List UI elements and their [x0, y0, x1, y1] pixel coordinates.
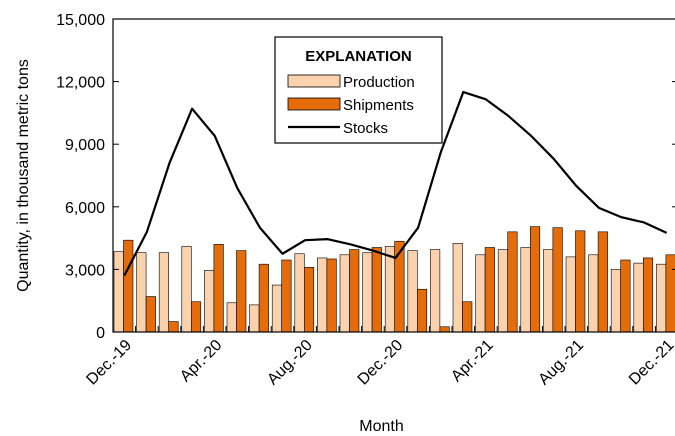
- bar-shipments: [213, 244, 224, 333]
- legend-label: Production: [343, 74, 415, 91]
- bar-shipments: [258, 263, 269, 333]
- bar-shipments: [507, 231, 518, 333]
- bar-shipments: [123, 239, 134, 333]
- x-tick-label: Dec.-19: [83, 337, 135, 389]
- y-tick-label: 15,000: [56, 12, 105, 29]
- bar-shipments: [416, 288, 428, 333]
- bar-production: [113, 251, 124, 333]
- bar-shipments: [281, 259, 292, 333]
- bar-production: [610, 269, 621, 333]
- bar-shipments: [190, 301, 202, 333]
- bar-shipments: [326, 258, 337, 333]
- bar-shipments: [597, 231, 608, 333]
- bar-production: [204, 270, 215, 333]
- bar-production: [249, 304, 260, 333]
- y-tick-label: 12,000: [56, 75, 105, 92]
- bar-shipments: [620, 259, 631, 333]
- bar-production: [407, 250, 418, 333]
- bar-production: [317, 257, 328, 333]
- bar-production: [271, 284, 282, 333]
- legend-swatch: [287, 97, 341, 111]
- x-axis: Dec.-19 Apr.-20 Aug.-20 Dec.-20 Apr.-21 Aug.-…: [83, 326, 675, 388]
- bar-production: [181, 246, 192, 333]
- bar-production: [565, 256, 576, 333]
- bar-production: [475, 254, 486, 333]
- x-tick-label: Dec.-20: [355, 337, 407, 389]
- bar-shipments: [145, 296, 156, 333]
- y-tick-label: 6,000: [65, 200, 105, 217]
- x-tick-label: Aug.-21: [535, 337, 587, 389]
- x-tick-label: Dec.-21: [626, 337, 675, 389]
- y-tick-label: 3,000: [65, 262, 105, 279]
- bar-shipments: [394, 240, 405, 333]
- bar-production: [226, 302, 237, 333]
- bar-shipments: [484, 247, 495, 333]
- bar-production: [588, 254, 599, 333]
- y-tick-label: 0: [96, 325, 105, 342]
- bar-production: [339, 254, 350, 333]
- bar-shipments: [665, 254, 675, 333]
- stocks-line-layer: [123, 90, 668, 277]
- bar-shipments: [642, 257, 654, 333]
- legend-label: Shipments: [343, 97, 414, 114]
- bar-production: [656, 263, 667, 333]
- bar-shipments: [529, 226, 541, 333]
- bar-shipments: [349, 249, 360, 333]
- bar-shipments: [439, 326, 450, 333]
- legend-entries: Production Shipments Stocks: [287, 74, 415, 137]
- x-tick-label: Aug.-20: [264, 337, 316, 389]
- x-axis-title: Month: [359, 418, 403, 435]
- bar-production: [543, 249, 554, 333]
- y-axis: 0 3,000 6,000 9,000 12,000 15,000: [56, 12, 675, 342]
- bar-shipments: [371, 247, 382, 333]
- bar-shipments: [462, 301, 473, 333]
- legend: EXPLANATION Production Shipments Stocks: [274, 36, 443, 144]
- bar-production: [294, 253, 305, 333]
- bar-production: [158, 252, 169, 333]
- bar-shipments: [236, 250, 247, 333]
- legend-box: [274, 36, 443, 144]
- bar-production: [633, 262, 644, 333]
- bar-production: [384, 246, 395, 333]
- x-tick-label: Apr.-21: [448, 337, 497, 386]
- y-tick-label: 9,000: [65, 137, 105, 154]
- line-stocks: [123, 90, 668, 277]
- bar-production: [430, 249, 441, 333]
- bar-production: [136, 252, 147, 333]
- bar-shipments: [168, 321, 179, 333]
- bar-production: [520, 247, 531, 333]
- bar-production: [362, 252, 373, 333]
- bar-production: [497, 249, 508, 333]
- legend-title: EXPLANATION: [305, 48, 411, 65]
- plot-frame: [112, 18, 675, 333]
- bar-shipments: [575, 230, 586, 333]
- y-axis-title: Quantity, in thousand metric tons: [15, 59, 32, 292]
- bar-shipments: [303, 267, 315, 333]
- bar-shipments: [552, 227, 563, 333]
- bar-production: [452, 243, 463, 333]
- x-tick-label: Apr.-20: [177, 337, 226, 386]
- legend-label: Stocks: [343, 120, 388, 137]
- bars-layer: [113, 226, 675, 333]
- legend-swatch: [287, 74, 341, 88]
